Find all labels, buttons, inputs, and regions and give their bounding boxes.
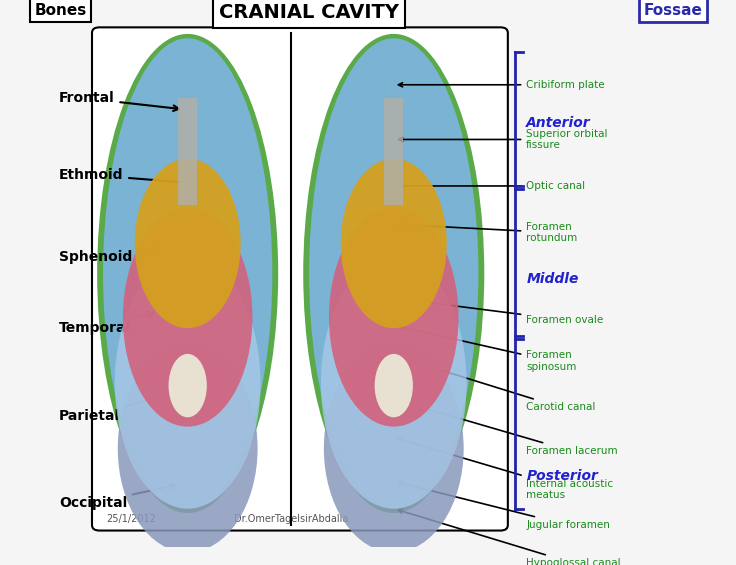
Text: Internal acoustic
meatus: Internal acoustic meatus xyxy=(398,438,613,501)
Ellipse shape xyxy=(341,159,447,328)
Text: Sphenoid: Sphenoid xyxy=(59,247,160,264)
Text: Bones: Bones xyxy=(35,3,86,18)
Bar xyxy=(384,98,403,205)
Ellipse shape xyxy=(324,345,464,553)
Bar xyxy=(178,98,197,205)
Text: Jugular foramen: Jugular foramen xyxy=(398,481,610,530)
Ellipse shape xyxy=(135,159,241,328)
Text: CRANIAL CAVITY: CRANIAL CAVITY xyxy=(219,3,399,21)
Ellipse shape xyxy=(309,38,478,509)
Ellipse shape xyxy=(123,208,252,427)
FancyBboxPatch shape xyxy=(92,27,508,531)
Ellipse shape xyxy=(169,354,207,418)
Ellipse shape xyxy=(97,34,278,513)
Text: Carotid canal: Carotid canal xyxy=(398,356,595,412)
Text: Occipital: Occipital xyxy=(59,484,175,510)
Ellipse shape xyxy=(303,34,484,513)
Ellipse shape xyxy=(103,38,272,509)
Text: 25/1/2012: 25/1/2012 xyxy=(107,514,157,524)
Text: Foramen lacerum: Foramen lacerum xyxy=(398,399,618,456)
Ellipse shape xyxy=(118,345,258,553)
Text: Middle: Middle xyxy=(526,272,578,286)
Ellipse shape xyxy=(103,38,272,509)
Text: Ethmoid: Ethmoid xyxy=(59,168,190,185)
Text: Temporal: Temporal xyxy=(59,312,153,335)
Ellipse shape xyxy=(115,257,261,508)
Text: Hypoglossal canal: Hypoglossal canal xyxy=(398,509,621,565)
Text: Foramen
rotundum: Foramen rotundum xyxy=(398,221,578,244)
Text: Optic canal: Optic canal xyxy=(398,181,585,191)
Text: Anterior: Anterior xyxy=(526,116,591,130)
Text: Posterior: Posterior xyxy=(526,469,598,483)
Text: Foramen ovale: Foramen ovale xyxy=(398,297,604,325)
Ellipse shape xyxy=(329,208,459,427)
Ellipse shape xyxy=(375,354,413,418)
Ellipse shape xyxy=(309,38,478,509)
Text: Frontal: Frontal xyxy=(59,92,179,111)
Text: Dr.OmerTagelsirAbdalla: Dr.OmerTagelsirAbdalla xyxy=(233,514,348,524)
Text: Foramen
spinosum: Foramen spinosum xyxy=(398,325,576,372)
Text: Superior orbital
fissure: Superior orbital fissure xyxy=(398,129,608,150)
Text: Parietal: Parietal xyxy=(59,397,157,423)
Ellipse shape xyxy=(321,257,467,508)
Text: Fossae: Fossae xyxy=(644,3,703,18)
Text: Cribiform plate: Cribiform plate xyxy=(398,80,605,90)
